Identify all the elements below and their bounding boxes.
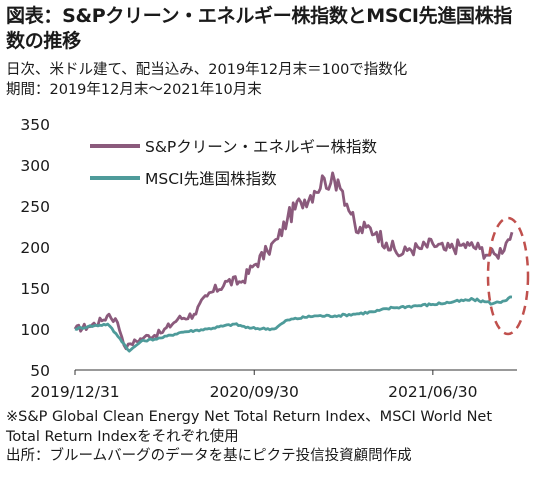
y-tick-label: 100 [20,321,50,339]
footnote-source: 出所：ブルームバーグのデータを基にピクテ投信投資顧問作成 [6,448,412,464]
y-tick-label: 250 [20,198,50,216]
series-line-msci [74,295,513,353]
chart-subtitle: 日次、米ドル建て、配当込み、2019年12月末＝100で指数化 期間：2019年… [6,60,546,100]
chart-footnote: ※S&P Global Clean Energy Net Total Retur… [6,408,546,467]
y-tick-label: 350 [20,116,50,134]
chart-subtitle-line2: 期間：2019年12月末～2021年10月末 [6,82,262,98]
highlight-ellipse [486,216,530,336]
legend-label-clean-energy: S&Pクリーン・エネルギー株指数 [145,138,377,156]
y-tick-label: 50 [30,362,50,380]
chart-title-line1: 図表：S&Pクリーン・エネルギー株指数とMSCI先進国株指 [6,5,513,27]
chart-subtitle-line1: 日次、米ドル建て、配当込み、2019年12月末＝100で指数化 [6,62,408,78]
chart-title-line2: 数の推移 [6,30,81,52]
legend-label-msci: MSCI先進国株指数 [145,170,277,188]
footnote-line1: ※S&P Global Clean Energy Net Total Retur… [6,409,493,425]
chart-title: 図表：S&Pクリーン・エネルギー株指数とMSCI先進国株指 数の推移 [6,4,546,54]
y-tick-label: 300 [20,157,50,175]
y-tick-label: 200 [20,239,50,257]
x-tick-label: 2019/12/31 [30,383,119,401]
footnote-line2: Total Return Indexをそれぞれ使用 [6,428,239,445]
x-tick-label: 2020/09/30 [210,383,299,401]
series-line-clean-energy [73,171,514,351]
y-tick-label: 150 [20,280,50,298]
x-tick-label: 2021/06/30 [388,383,477,401]
